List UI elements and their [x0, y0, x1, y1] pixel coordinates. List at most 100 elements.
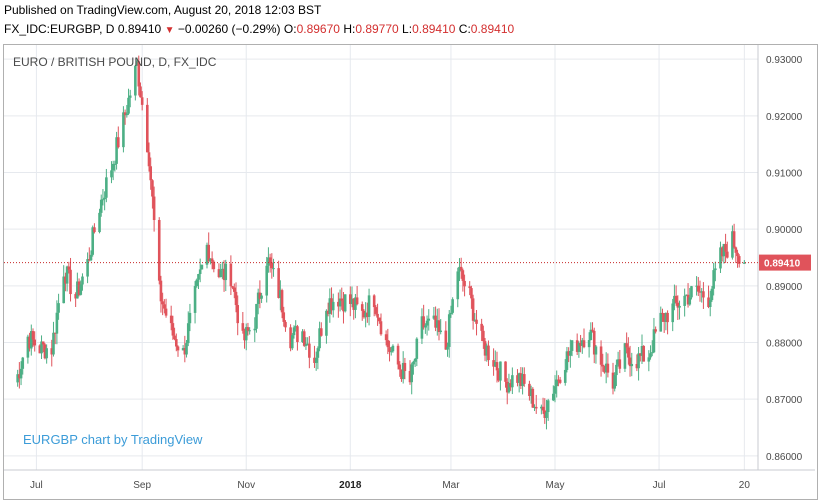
low-value: 0.89410	[412, 22, 456, 36]
published-line: Published on TradingView.com, August 20,…	[4, 3, 322, 17]
candle-up	[546, 400, 550, 413]
candle-up	[615, 364, 618, 376]
candle-down	[53, 332, 57, 334]
candle-up	[21, 357, 25, 369]
candle-down	[229, 263, 233, 287]
candle-down	[558, 379, 562, 383]
candle-up	[731, 231, 734, 258]
candle-up	[671, 303, 675, 323]
candle-down	[543, 410, 547, 418]
candle-down	[408, 371, 412, 383]
candle-down	[222, 268, 226, 281]
candle-down	[217, 269, 221, 278]
close-value: 0.89410	[470, 22, 515, 36]
candle-up	[401, 362, 405, 380]
candle-up	[499, 361, 502, 381]
candle-down	[661, 312, 664, 314]
candle-up	[533, 406, 536, 408]
candle-down	[422, 316, 425, 328]
candle-down	[340, 298, 344, 301]
candle-up	[650, 352, 654, 354]
candle-down	[377, 317, 381, 322]
candle-up	[391, 345, 395, 352]
candle-down	[437, 320, 441, 332]
candle-down	[77, 281, 81, 295]
candle-down	[519, 373, 523, 386]
candle-up	[565, 351, 569, 370]
candle-down	[676, 302, 680, 308]
candle-up	[563, 369, 567, 383]
candle-down	[151, 180, 154, 197]
candle-up	[188, 312, 192, 324]
candle-up	[652, 329, 656, 353]
candle-down	[308, 343, 311, 358]
candle-up	[244, 327, 248, 341]
candle-up	[673, 295, 676, 304]
symbol-quote-line: FX_IDC:EURGBP, D 0.89410 ▼ −0.00260 (−0.…	[4, 22, 514, 36]
candle-down	[487, 345, 490, 361]
candle-down	[69, 269, 72, 295]
candle-down	[379, 321, 383, 335]
candle-down	[434, 315, 437, 328]
candle-down	[707, 297, 710, 307]
candle-up	[265, 265, 269, 296]
candle-up	[647, 357, 651, 362]
candle-down	[319, 328, 323, 336]
candle-down	[355, 297, 359, 305]
candle-up	[569, 350, 572, 356]
candle-down	[161, 301, 164, 305]
candle-up	[198, 269, 202, 275]
candle-up	[456, 271, 460, 300]
candle-up	[449, 312, 453, 315]
candle-down	[140, 97, 144, 105]
candle-down	[159, 280, 163, 302]
y-tick-label: 0.88000	[766, 339, 803, 350]
candle-down	[495, 362, 499, 371]
candle-down	[557, 379, 560, 381]
candle-down	[183, 348, 187, 355]
candle-down	[116, 137, 120, 148]
candle-up	[678, 305, 681, 308]
candle-down	[212, 261, 216, 270]
candle-up	[659, 312, 663, 332]
candle-up	[427, 318, 431, 321]
candle-up	[181, 348, 185, 351]
x-tick-label: May	[546, 480, 565, 491]
candle-up	[580, 340, 584, 346]
candle-down	[147, 152, 151, 167]
candle-down	[567, 351, 570, 356]
candle-up	[623, 343, 627, 369]
candle-up	[446, 346, 449, 350]
candle-down	[282, 312, 286, 322]
candle-up	[367, 295, 371, 317]
last-price-tag	[759, 254, 811, 271]
candle-down	[232, 287, 236, 292]
candle-up	[439, 330, 443, 332]
candle-up	[57, 303, 60, 313]
candle-down	[528, 383, 531, 396]
candle-up	[637, 353, 640, 369]
candle-up	[186, 323, 190, 344]
candle-up	[185, 343, 188, 355]
candle-down	[207, 244, 211, 262]
candle-down	[210, 258, 214, 262]
candle-up	[253, 328, 257, 331]
chart-frame[interactable]	[3, 44, 818, 500]
candle-down	[509, 383, 512, 388]
candle-up	[294, 326, 298, 328]
candle-down	[522, 374, 526, 384]
candle-up	[81, 276, 84, 285]
candle-up	[209, 258, 212, 262]
candle-down	[468, 286, 472, 289]
candle-down	[734, 247, 738, 253]
candle-down	[674, 295, 678, 303]
candle-down	[516, 375, 519, 383]
close-label: C:	[458, 22, 471, 36]
candle-up	[255, 303, 258, 329]
candle-down	[176, 346, 180, 351]
candle-up	[540, 406, 543, 409]
candle-up	[630, 363, 634, 367]
candle-up	[570, 340, 574, 351]
candle-down	[38, 345, 42, 354]
